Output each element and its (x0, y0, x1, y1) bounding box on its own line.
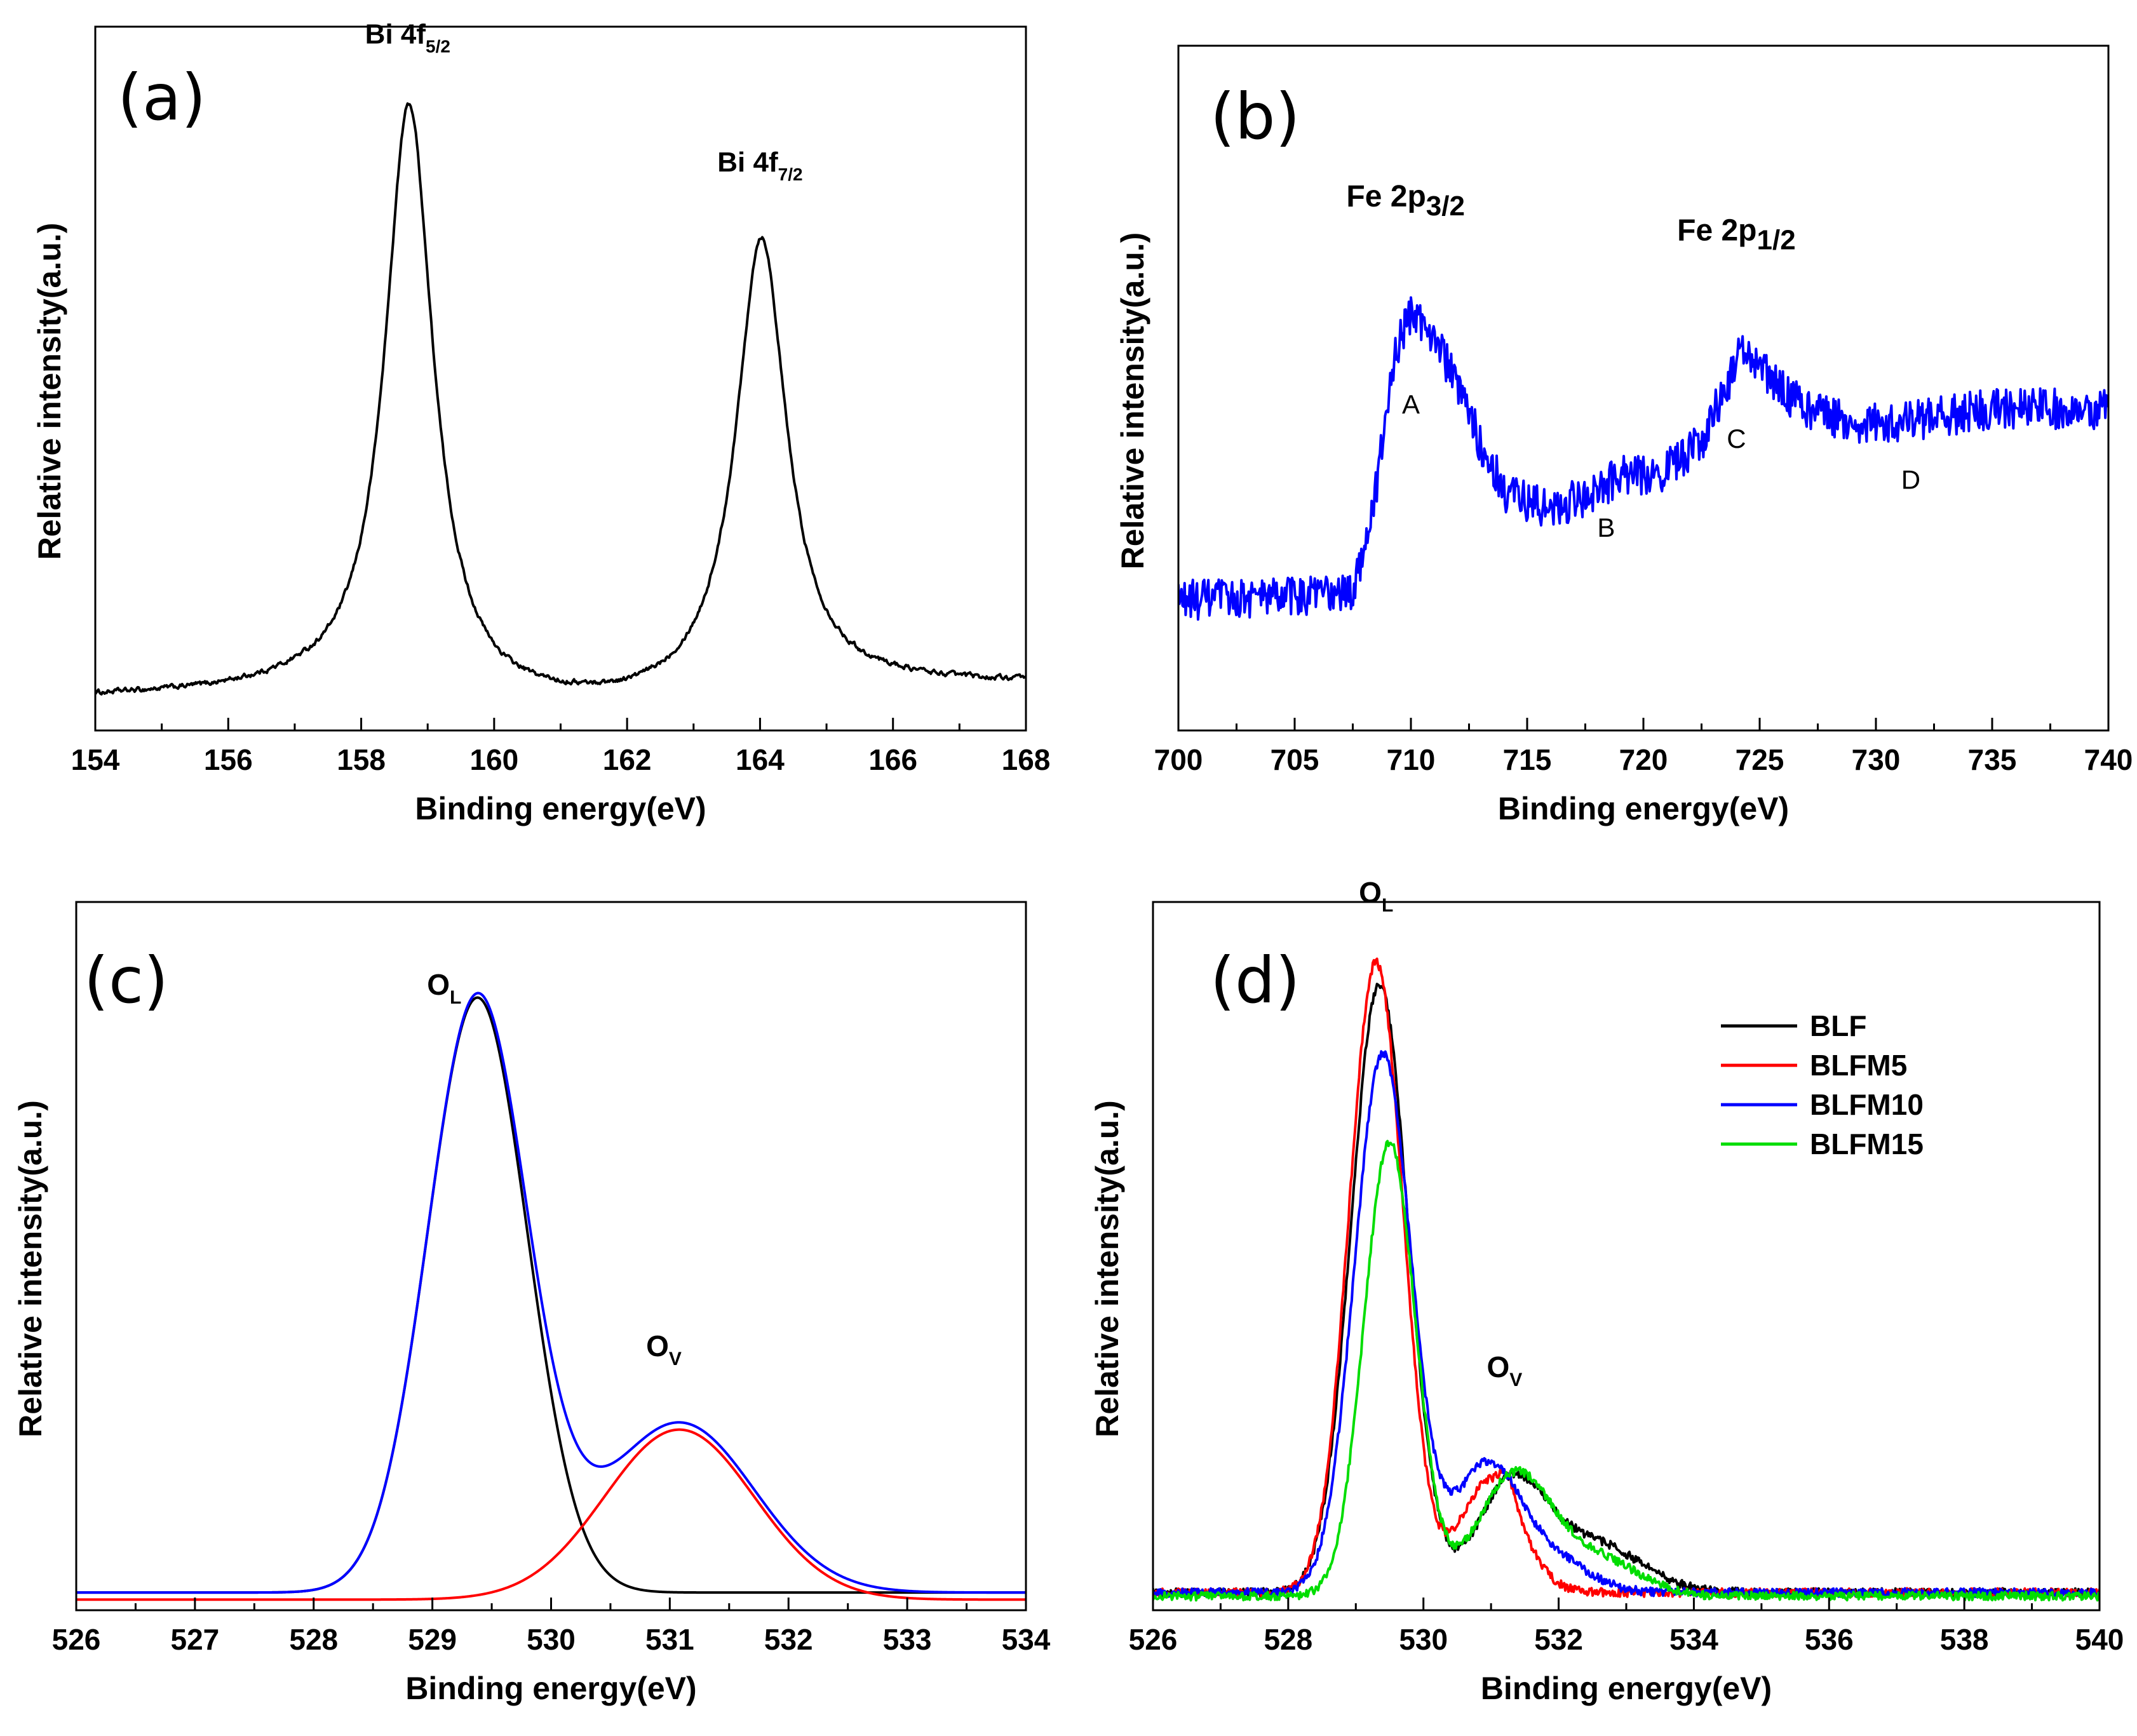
x-tick-label: 700 (1154, 743, 1203, 776)
x-axis-title: Binding energy(eV) (405, 1671, 696, 1706)
panel-b: 700 705 710 715 720 725 730 735 740 Binding energ… (1115, 44, 2133, 826)
x-axis-title: Binding energy(eV) (1498, 791, 1789, 826)
x-tick-label: 540 (2075, 1623, 2124, 1656)
x-tick-label: 735 (1968, 743, 2017, 776)
x-tick-label: 164 (736, 743, 785, 776)
panels: 154 156 158 160 162 164 166 168 Binding energy(e… (13, 19, 2133, 1706)
y-axis-title: Relative intensity(a.u.) (32, 223, 67, 560)
x-tick-label: 533 (883, 1623, 932, 1656)
x-tick-label: 531 (645, 1623, 694, 1656)
x-tick-label: 534 (1669, 1623, 1718, 1656)
panel-a: 154 156 158 160 162 164 166 168 Binding energy(e… (32, 19, 1050, 826)
x-tick-label: 530 (1399, 1623, 1448, 1656)
x-tick-label: 715 (1503, 743, 1552, 776)
y-axis-title: Relative intensity(a.u.) (13, 1100, 48, 1437)
x-tick-label: 725 (1736, 743, 1784, 776)
series-group (76, 992, 1026, 1601)
x-tick-label: 730 (1852, 743, 1901, 776)
peak-annotation: Bi 4f5/2 (365, 19, 450, 57)
peak-annotation: OV (646, 1329, 682, 1369)
point-annotation: A (1402, 389, 1420, 419)
x-ticks: 526 528 530 532 534 536 538 540 (1129, 1598, 2124, 1656)
x-tick-label: 532 (764, 1623, 813, 1656)
legend-label: BLF (1810, 1009, 1866, 1042)
legend-label: BLFM5 (1810, 1049, 1907, 1082)
y-axis-title: Relative intensity(a.u.) (1115, 232, 1150, 570)
x-tick-label: 168 (1002, 743, 1051, 776)
peak-annotation: OL (427, 968, 461, 1008)
x-tick-label: 528 (289, 1623, 338, 1656)
x-axis-title: Binding energy(eV) (415, 791, 706, 826)
panel-c: 526 527 528 529 530 531 532 533 534 Binding energ… (13, 901, 1051, 1706)
legend-label: BLFM10 (1810, 1088, 1924, 1121)
x-ticks: 154 156 158 160 162 164 166 168 (71, 718, 1051, 776)
panel-label: (a) (118, 60, 206, 135)
series-line-envelope (76, 992, 1026, 1594)
x-tick-label: 158 (337, 743, 386, 776)
x-tick-label: 156 (204, 743, 253, 776)
x-tick-label: 527 (171, 1623, 220, 1656)
x-tick-label: 534 (1002, 1623, 1051, 1656)
panel-label: (d) (1210, 943, 1300, 1018)
legend: BLF BLFM5 BLFM10 BLFM15 (1721, 1009, 1924, 1161)
x-tick-label: 154 (71, 743, 120, 776)
peak-annotation: OV (1487, 1350, 1523, 1390)
x-tick-label: 528 (1264, 1623, 1312, 1656)
peak-annotation: Fe 2p1/2 (1677, 214, 1796, 256)
x-tick-label: 710 (1387, 743, 1436, 776)
x-tick-label: 526 (1129, 1623, 1178, 1656)
series-group (1178, 296, 2108, 621)
peak-annotation: Bi 4f7/2 (717, 147, 802, 184)
x-ticks: 700 705 710 715 720 725 730 735 740 (1154, 718, 2133, 776)
series-line-blfm15 (1153, 1140, 2100, 1602)
series-group (95, 102, 1026, 696)
x-tick-label: 530 (527, 1623, 576, 1656)
point-annotation: C (1727, 424, 1746, 454)
x-tick-label: 740 (2084, 743, 2133, 776)
x-tick-label: 532 (1534, 1623, 1583, 1656)
x-tick-label: 705 (1271, 743, 1319, 776)
series-line-fe-2p (1178, 296, 2108, 621)
panel-label: (b) (1210, 79, 1300, 154)
series-line-bi-4f (95, 102, 1026, 696)
peak-annotation: OL (1359, 876, 1393, 916)
x-tick-label: 536 (1805, 1623, 1854, 1656)
peak-annotation: Fe 2p3/2 (1346, 180, 1465, 222)
x-tick-label: 166 (868, 743, 917, 776)
x-tick-label: 160 (469, 743, 518, 776)
series-group (1153, 957, 2100, 1602)
point-annotation: D (1901, 465, 1920, 495)
x-tick-label: 526 (52, 1623, 101, 1656)
x-tick-label: 538 (1940, 1623, 1989, 1656)
panel-label: (c) (84, 943, 168, 1018)
x-tick-label: 720 (1619, 743, 1668, 776)
point-annotation: B (1597, 513, 1615, 542)
x-tick-label: 529 (408, 1623, 457, 1656)
panel-d: 526 528 530 532 534 536 538 540 Binding energy(e… (1089, 876, 2124, 1706)
series-line-oxygen-vacancy-fit (76, 1428, 1026, 1601)
x-tick-label: 162 (603, 743, 652, 776)
x-ticks: 526 527 528 529 530 531 532 533 534 (52, 1598, 1051, 1656)
legend-label: BLFM15 (1810, 1127, 1924, 1161)
y-axis-title: Relative intensity(a.u.) (1089, 1100, 1125, 1437)
x-axis-title: Binding energy(eV) (1481, 1671, 1772, 1706)
